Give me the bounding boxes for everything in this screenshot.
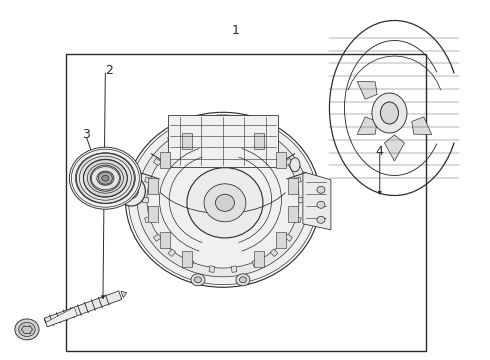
Polygon shape (276, 232, 286, 248)
Ellipse shape (195, 277, 201, 283)
Ellipse shape (290, 158, 300, 172)
Polygon shape (145, 216, 152, 223)
Text: 3: 3 (82, 129, 90, 141)
Ellipse shape (137, 123, 309, 277)
Polygon shape (294, 216, 301, 223)
Ellipse shape (102, 175, 109, 181)
Polygon shape (209, 266, 215, 273)
Polygon shape (289, 178, 298, 194)
Ellipse shape (240, 277, 246, 283)
Polygon shape (147, 206, 157, 222)
Polygon shape (254, 251, 264, 267)
Ellipse shape (380, 102, 398, 124)
Polygon shape (142, 197, 148, 202)
Polygon shape (168, 115, 278, 167)
Polygon shape (187, 132, 194, 140)
Polygon shape (153, 158, 161, 166)
Ellipse shape (147, 131, 299, 268)
Ellipse shape (372, 93, 407, 133)
Ellipse shape (128, 115, 318, 285)
Polygon shape (303, 172, 331, 230)
Polygon shape (160, 232, 170, 248)
Polygon shape (231, 266, 237, 273)
Ellipse shape (317, 186, 325, 193)
Ellipse shape (125, 112, 320, 287)
Polygon shape (412, 117, 432, 135)
Polygon shape (187, 260, 194, 267)
Text: 1: 1 (231, 24, 239, 37)
Polygon shape (153, 234, 161, 241)
Polygon shape (357, 117, 377, 135)
Polygon shape (44, 307, 77, 327)
Polygon shape (160, 152, 170, 168)
Polygon shape (182, 133, 192, 149)
Polygon shape (285, 234, 293, 241)
Polygon shape (252, 260, 259, 267)
Ellipse shape (204, 184, 246, 222)
Polygon shape (168, 249, 175, 257)
Ellipse shape (97, 171, 114, 185)
Text: 2: 2 (105, 64, 113, 77)
Polygon shape (289, 206, 298, 222)
Polygon shape (270, 143, 278, 151)
Polygon shape (252, 132, 259, 140)
Ellipse shape (83, 159, 127, 197)
Ellipse shape (70, 147, 141, 209)
Polygon shape (145, 177, 152, 183)
Polygon shape (121, 291, 127, 298)
Ellipse shape (191, 274, 205, 286)
Ellipse shape (187, 168, 263, 238)
Ellipse shape (15, 319, 39, 340)
Ellipse shape (19, 322, 35, 337)
Polygon shape (231, 127, 237, 134)
Polygon shape (385, 135, 404, 161)
Polygon shape (182, 251, 192, 267)
Polygon shape (298, 197, 304, 202)
Ellipse shape (216, 194, 234, 211)
Polygon shape (276, 152, 286, 168)
Ellipse shape (117, 176, 146, 206)
Polygon shape (294, 177, 301, 183)
Ellipse shape (98, 172, 112, 184)
Ellipse shape (90, 165, 121, 191)
Polygon shape (147, 178, 157, 194)
Ellipse shape (76, 153, 134, 203)
Text: 4: 4 (376, 145, 384, 158)
Ellipse shape (236, 274, 250, 286)
Polygon shape (285, 158, 293, 166)
Polygon shape (254, 133, 264, 149)
Ellipse shape (124, 184, 138, 199)
Polygon shape (44, 291, 122, 327)
Polygon shape (209, 127, 215, 134)
Ellipse shape (317, 216, 325, 223)
Polygon shape (168, 143, 175, 151)
Polygon shape (357, 81, 377, 99)
Ellipse shape (317, 201, 325, 208)
Polygon shape (270, 249, 278, 257)
